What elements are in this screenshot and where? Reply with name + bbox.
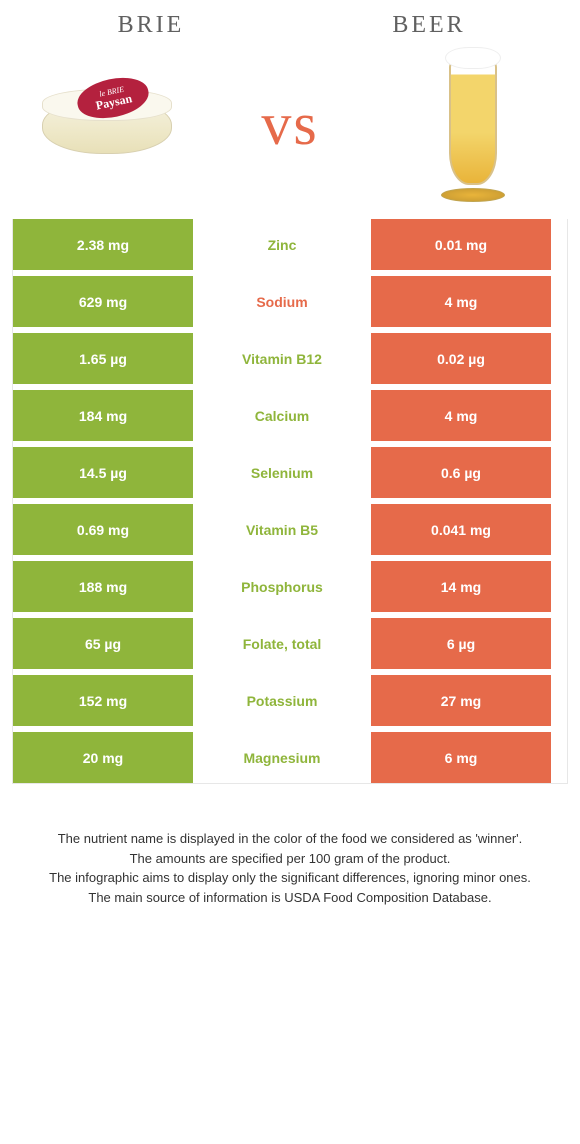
images-row: le BRIE Paysan vs	[12, 49, 568, 219]
right-value: 6 mg	[371, 732, 551, 783]
table-row: 1.65 µgVitamin B120.02 µg	[13, 333, 567, 390]
table-row: 0.69 mgVitamin B50.041 mg	[13, 504, 567, 561]
nutrient-label: Sodium	[193, 276, 371, 327]
left-value: 629 mg	[13, 276, 193, 327]
header: Brie Beer	[12, 12, 568, 39]
nutrient-label: Folate, total	[193, 618, 371, 669]
right-value: 6 µg	[371, 618, 551, 669]
nutrient-label: Phosphorus	[193, 561, 371, 612]
left-value: 65 µg	[13, 618, 193, 669]
right-value: 4 mg	[371, 276, 551, 327]
table-row: 65 µgFolate, total6 µg	[13, 618, 567, 675]
brie-image: le BRIE Paysan	[22, 49, 192, 199]
right-value: 0.01 mg	[371, 219, 551, 270]
left-value: 152 mg	[13, 675, 193, 726]
table-row: 629 mgSodium4 mg	[13, 276, 567, 333]
nutrient-label: Vitamin B5	[193, 504, 371, 555]
vs-text: vs	[261, 90, 318, 159]
right-value: 0.6 µg	[371, 447, 551, 498]
beer-image	[388, 49, 558, 199]
left-title: Brie	[12, 12, 290, 39]
right-title: Beer	[290, 12, 568, 39]
left-value: 1.65 µg	[13, 333, 193, 384]
left-value: 14.5 µg	[13, 447, 193, 498]
right-value: 27 mg	[371, 675, 551, 726]
left-value: 2.38 mg	[13, 219, 193, 270]
nutrient-label: Selenium	[193, 447, 371, 498]
footer-line: The infographic aims to display only the…	[32, 868, 548, 888]
right-value: 4 mg	[371, 390, 551, 441]
left-value: 188 mg	[13, 561, 193, 612]
table-row: 184 mgCalcium4 mg	[13, 390, 567, 447]
nutrient-label: Calcium	[193, 390, 371, 441]
right-value: 0.041 mg	[371, 504, 551, 555]
footer-notes: The nutrient name is displayed in the co…	[12, 829, 568, 907]
table-row: 152 mgPotassium27 mg	[13, 675, 567, 732]
left-value: 20 mg	[13, 732, 193, 783]
nutrient-label: Magnesium	[193, 732, 371, 783]
nutrient-label: Potassium	[193, 675, 371, 726]
table-row: 188 mgPhosphorus14 mg	[13, 561, 567, 618]
nutrient-label: Vitamin B12	[193, 333, 371, 384]
table-row: 20 mgMagnesium6 mg	[13, 732, 567, 784]
left-value: 0.69 mg	[13, 504, 193, 555]
left-value: 184 mg	[13, 390, 193, 441]
right-value: 14 mg	[371, 561, 551, 612]
footer-line: The main source of information is USDA F…	[32, 888, 548, 908]
right-value: 0.02 µg	[371, 333, 551, 384]
comparison-table: 2.38 mgZinc0.01 mg629 mgSodium4 mg1.65 µ…	[12, 219, 568, 784]
table-row: 14.5 µgSelenium0.6 µg	[13, 447, 567, 504]
table-row: 2.38 mgZinc0.01 mg	[13, 219, 567, 276]
nutrient-label: Zinc	[193, 219, 371, 270]
footer-line: The nutrient name is displayed in the co…	[32, 829, 548, 849]
footer-line: The amounts are specified per 100 gram o…	[32, 849, 548, 869]
